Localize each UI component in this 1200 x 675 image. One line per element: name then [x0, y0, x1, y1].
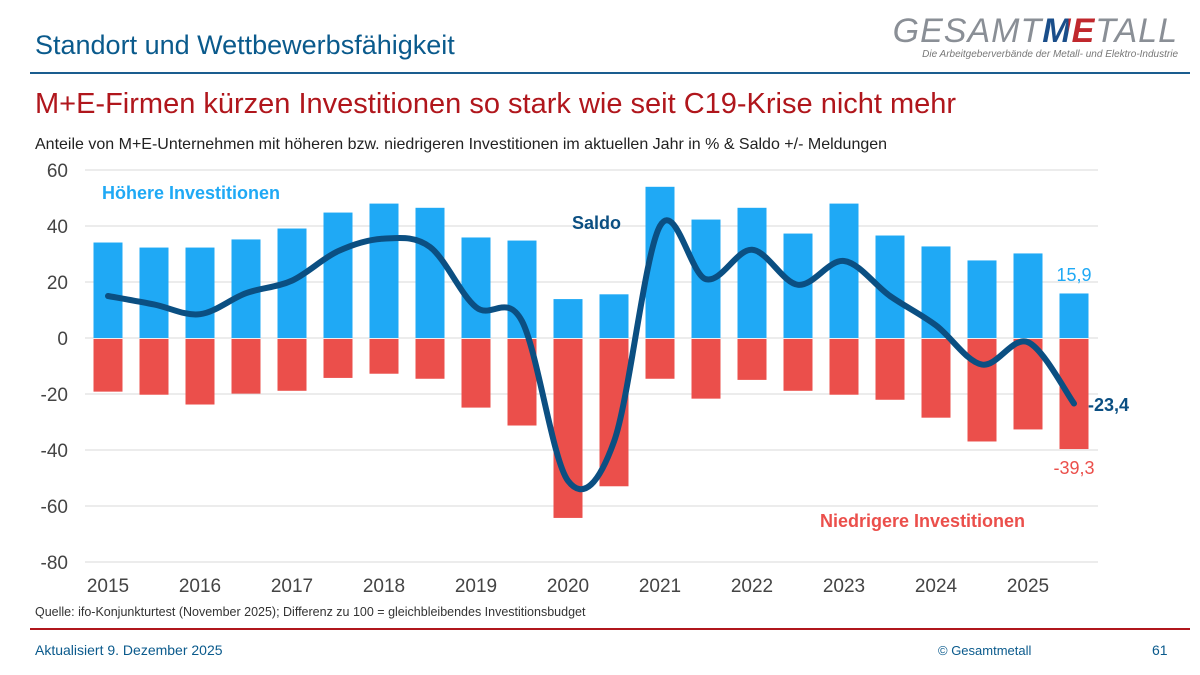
bar-lower [1059, 339, 1089, 450]
bar-higher [967, 260, 997, 338]
bar-lower [415, 339, 445, 379]
bar-higher [369, 203, 399, 338]
bar-lower [185, 339, 215, 405]
legend-lower: Niedrigere Investitionen [820, 511, 1025, 531]
copyright: © Gesamtmetall [938, 643, 1032, 658]
divider [30, 72, 1190, 74]
x-tick-label: 2022 [731, 576, 773, 597]
bar-lower [783, 339, 813, 391]
x-tick-label: 2024 [915, 576, 958, 597]
x-tick-label: 2025 [1007, 576, 1049, 597]
saldo-line [105, 217, 1077, 493]
x-tick-label: 2019 [455, 576, 497, 597]
divider [30, 628, 1190, 630]
gesamtmetall-logo: GESAMTMETALL Die Arbeitgeberverbände der… [892, 12, 1178, 60]
bar-higher [737, 207, 767, 338]
x-tick-label: 2023 [823, 576, 865, 597]
bar-higher [415, 207, 445, 338]
bar-lower [645, 339, 675, 379]
y-tick-label: 60 [47, 161, 68, 182]
bar-lower [691, 339, 721, 399]
bar-higher [461, 237, 491, 338]
bar-lower [369, 339, 399, 374]
x-tick-label: 2021 [639, 576, 681, 597]
x-tick-label: 2015 [87, 576, 129, 597]
y-tick-label: -60 [41, 497, 68, 518]
bar-lower [875, 339, 905, 400]
y-tick-label: -20 [41, 385, 68, 406]
bar-higher [553, 299, 583, 338]
data-label-higher: 15,9 [1056, 265, 1091, 285]
bar-higher [93, 242, 123, 338]
bar-lower [93, 339, 123, 392]
x-tick-label: 2018 [363, 576, 405, 597]
legend-higher: Höhere Investitionen [102, 183, 280, 203]
page-number: 61 [1152, 642, 1168, 658]
y-tick-label: -40 [41, 441, 68, 462]
y-tick-label: 20 [47, 273, 68, 294]
legend-saldo: Saldo [572, 213, 621, 233]
bar-higher [323, 212, 353, 338]
x-tick-label: 2020 [547, 576, 589, 597]
source-note: Quelle: ifo-Konjunkturtest (November 202… [35, 605, 586, 619]
bar-lower [461, 339, 491, 408]
y-tick-label: -80 [41, 553, 68, 574]
bar-higher [1059, 293, 1089, 338]
bar-lower [967, 339, 997, 442]
bar-higher [829, 203, 859, 338]
bar-lower [829, 339, 859, 395]
section-title: Standort und Wettbewerbsfähigkeit [35, 30, 455, 60]
bar-lower [139, 339, 169, 395]
updated-date: Aktualisiert 9. Dezember 2025 [35, 642, 223, 658]
bar-lower [231, 339, 261, 394]
bar-lower [921, 339, 951, 418]
x-tick-label: 2017 [271, 576, 313, 597]
bar-lower [737, 339, 767, 380]
headline: M+E-Firmen kürzen Investitionen so stark… [35, 88, 957, 120]
bar-lower [323, 339, 353, 378]
bar-higher [185, 247, 215, 338]
y-tick-label: 40 [47, 217, 68, 238]
x-tick-label: 2016 [179, 576, 221, 597]
y-tick-label: 0 [57, 329, 68, 350]
bar-higher [139, 247, 169, 338]
bar-higher [1013, 253, 1043, 338]
data-label-saldo: -23,4 [1088, 395, 1129, 415]
chart-subtitle: Anteile von M+E-Unternehmen mit höheren … [35, 136, 888, 153]
bar-higher [599, 294, 629, 338]
bar-lower [277, 339, 307, 391]
data-label-lower: -39,3 [1053, 458, 1094, 478]
investment-chart: 60 40 20 0 -20 -40 -60 -80 2015 2016 2017 2018 2019 2… [41, 161, 1130, 597]
